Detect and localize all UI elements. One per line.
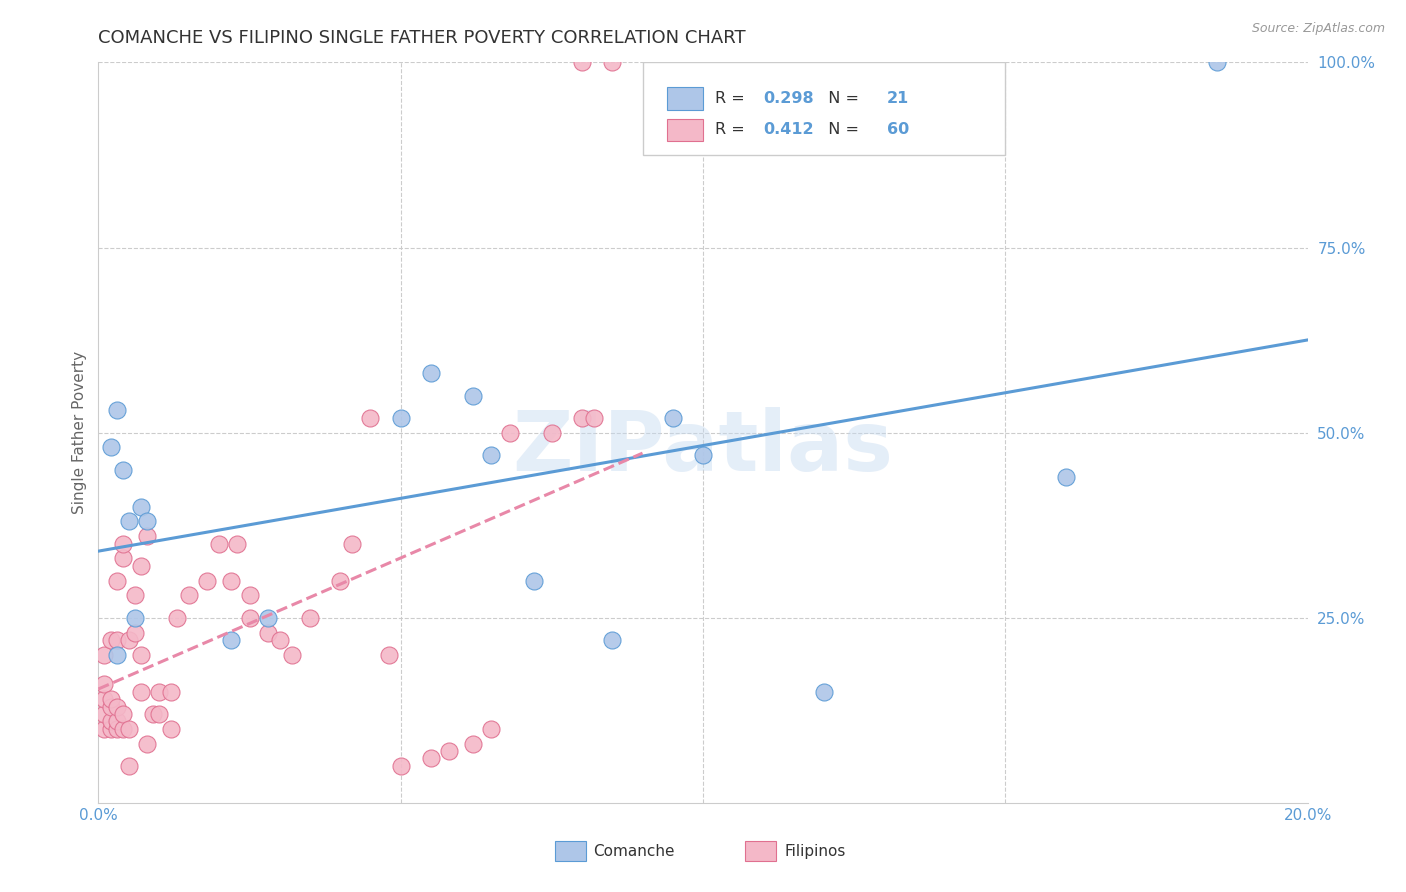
Point bbox=[111, 551, 134, 566]
Point bbox=[93, 692, 115, 706]
Point bbox=[692, 448, 714, 462]
Point bbox=[281, 648, 304, 662]
Point bbox=[256, 625, 278, 640]
Point bbox=[463, 737, 485, 751]
FancyBboxPatch shape bbox=[666, 119, 703, 141]
Point bbox=[100, 699, 122, 714]
Point bbox=[571, 55, 593, 70]
Text: ZIPatlas: ZIPatlas bbox=[513, 407, 893, 488]
Point bbox=[129, 500, 152, 514]
Point bbox=[142, 706, 165, 721]
Point bbox=[299, 610, 322, 624]
Point bbox=[221, 632, 243, 647]
FancyBboxPatch shape bbox=[666, 87, 703, 110]
Point bbox=[105, 648, 128, 662]
Point bbox=[1054, 470, 1077, 484]
Point bbox=[226, 536, 249, 550]
Text: R =: R = bbox=[716, 91, 749, 106]
Point bbox=[377, 648, 399, 662]
Point bbox=[118, 515, 141, 529]
Point bbox=[124, 625, 146, 640]
Point bbox=[105, 714, 128, 729]
Point bbox=[360, 410, 382, 425]
Point bbox=[105, 632, 128, 647]
Point bbox=[118, 722, 141, 736]
Point bbox=[602, 55, 624, 70]
Point bbox=[342, 536, 364, 550]
Point bbox=[111, 462, 134, 476]
Point bbox=[135, 515, 157, 529]
Point bbox=[100, 714, 122, 729]
Point bbox=[118, 758, 141, 772]
Point bbox=[166, 610, 188, 624]
Point bbox=[124, 589, 146, 603]
Y-axis label: Single Father Poverty: Single Father Poverty bbox=[72, 351, 87, 514]
Text: Filipinos: Filipinos bbox=[785, 845, 846, 859]
Text: 60: 60 bbox=[887, 122, 910, 137]
Point bbox=[1206, 55, 1229, 70]
Point bbox=[481, 448, 503, 462]
Text: N =: N = bbox=[818, 122, 865, 137]
Text: N =: N = bbox=[818, 91, 865, 106]
Point bbox=[118, 632, 141, 647]
FancyBboxPatch shape bbox=[643, 62, 1005, 155]
Point bbox=[195, 574, 218, 588]
Point bbox=[269, 632, 291, 647]
Point bbox=[111, 706, 134, 721]
Point bbox=[160, 722, 183, 736]
Point bbox=[105, 574, 128, 588]
Text: Source: ZipAtlas.com: Source: ZipAtlas.com bbox=[1251, 22, 1385, 36]
Point bbox=[129, 648, 152, 662]
Point bbox=[208, 536, 231, 550]
Point bbox=[105, 722, 128, 736]
Point bbox=[148, 706, 170, 721]
Point bbox=[420, 367, 443, 381]
Point bbox=[437, 744, 460, 758]
Point bbox=[100, 722, 122, 736]
Point bbox=[813, 685, 835, 699]
Point bbox=[148, 685, 170, 699]
Text: R =: R = bbox=[716, 122, 749, 137]
Point bbox=[179, 589, 201, 603]
Point bbox=[100, 632, 122, 647]
Point bbox=[540, 425, 562, 440]
Point bbox=[129, 558, 152, 573]
Point bbox=[389, 410, 412, 425]
Point bbox=[111, 536, 134, 550]
Point bbox=[93, 706, 115, 721]
Text: COMANCHE VS FILIPINO SINGLE FATHER POVERTY CORRELATION CHART: COMANCHE VS FILIPINO SINGLE FATHER POVER… bbox=[98, 29, 747, 47]
Point bbox=[160, 685, 183, 699]
Point bbox=[93, 648, 115, 662]
Point bbox=[221, 574, 243, 588]
Text: 21: 21 bbox=[887, 91, 910, 106]
Point bbox=[420, 751, 443, 765]
Text: 0.298: 0.298 bbox=[763, 91, 814, 106]
Point bbox=[523, 574, 546, 588]
Point bbox=[111, 722, 134, 736]
Point bbox=[389, 758, 412, 772]
Point bbox=[239, 610, 262, 624]
Point bbox=[100, 692, 122, 706]
Point bbox=[256, 610, 278, 624]
Point bbox=[124, 610, 146, 624]
Point bbox=[481, 722, 503, 736]
Point bbox=[135, 737, 157, 751]
Point bbox=[93, 722, 115, 736]
Point bbox=[463, 388, 485, 402]
Point bbox=[498, 425, 520, 440]
Point bbox=[93, 677, 115, 691]
Text: 0.412: 0.412 bbox=[763, 122, 814, 137]
Point bbox=[602, 632, 624, 647]
Point bbox=[583, 410, 606, 425]
Point bbox=[661, 410, 683, 425]
Point bbox=[105, 699, 128, 714]
Point bbox=[239, 589, 262, 603]
Point bbox=[571, 410, 593, 425]
Point bbox=[105, 403, 128, 417]
Text: Comanche: Comanche bbox=[593, 845, 675, 859]
Point bbox=[135, 529, 157, 543]
Point bbox=[100, 441, 122, 455]
Point bbox=[329, 574, 352, 588]
Point bbox=[129, 685, 152, 699]
